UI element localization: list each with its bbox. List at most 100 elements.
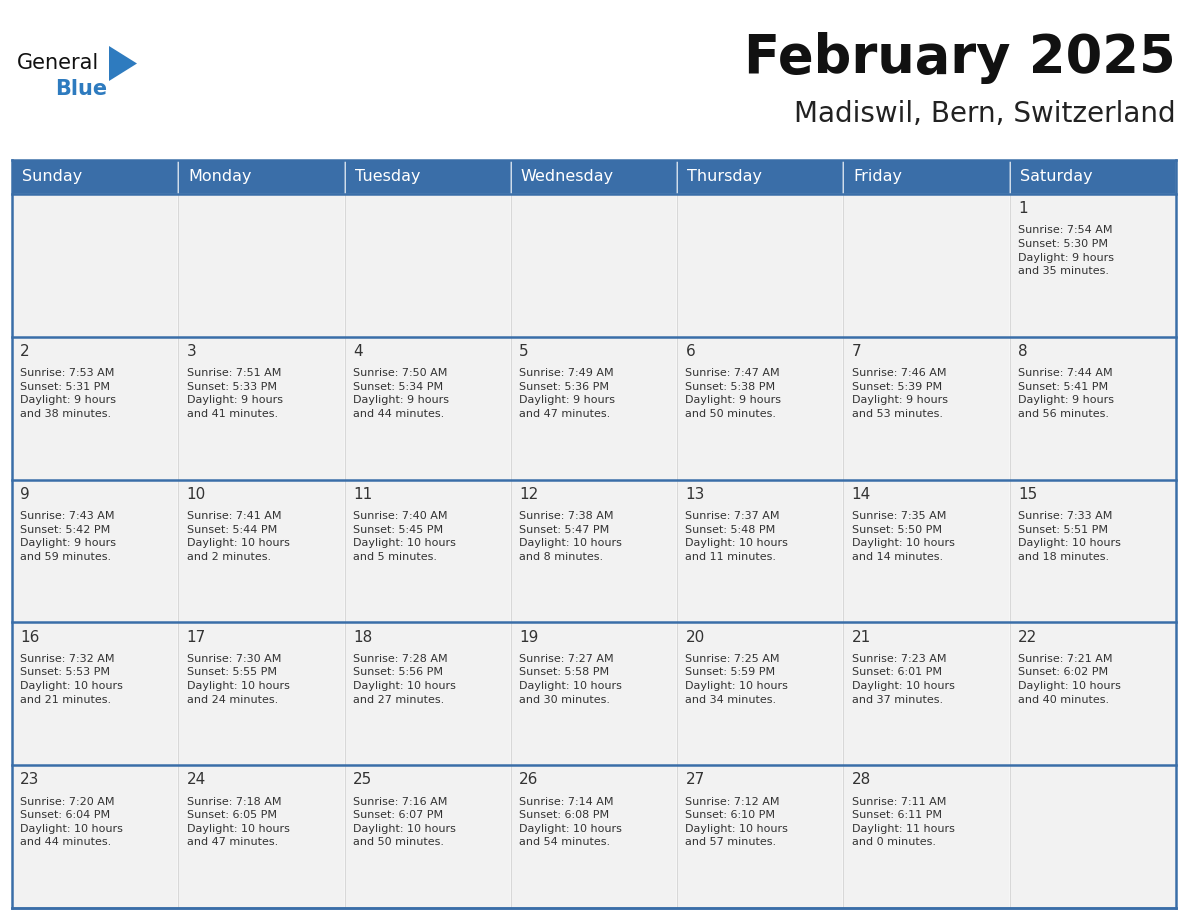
Bar bbox=[511, 194, 677, 337]
Polygon shape bbox=[109, 46, 137, 81]
Text: Sunrise: 7:11 AM
Sunset: 6:11 PM
Daylight: 11 hours
and 0 minutes.: Sunrise: 7:11 AM Sunset: 6:11 PM Dayligh… bbox=[852, 797, 955, 847]
Text: Friday: Friday bbox=[853, 170, 903, 185]
Text: 10: 10 bbox=[187, 487, 206, 502]
Bar bbox=[677, 194, 843, 337]
Text: Sunrise: 7:44 AM
Sunset: 5:41 PM
Daylight: 9 hours
and 56 minutes.: Sunrise: 7:44 AM Sunset: 5:41 PM Dayligh… bbox=[1018, 368, 1114, 419]
Bar bbox=[178, 337, 345, 479]
Bar bbox=[345, 479, 511, 622]
Text: Sunrise: 7:23 AM
Sunset: 6:01 PM
Daylight: 10 hours
and 37 minutes.: Sunrise: 7:23 AM Sunset: 6:01 PM Dayligh… bbox=[852, 654, 955, 705]
Text: 22: 22 bbox=[1018, 630, 1037, 644]
Text: Sunrise: 7:27 AM
Sunset: 5:58 PM
Daylight: 10 hours
and 30 minutes.: Sunrise: 7:27 AM Sunset: 5:58 PM Dayligh… bbox=[519, 654, 623, 705]
Bar bbox=[345, 337, 511, 479]
Text: Blue: Blue bbox=[55, 79, 107, 99]
Text: 16: 16 bbox=[20, 630, 39, 644]
Bar bbox=[178, 766, 345, 908]
Text: 25: 25 bbox=[353, 772, 372, 788]
Text: Sunrise: 7:53 AM
Sunset: 5:31 PM
Daylight: 9 hours
and 38 minutes.: Sunrise: 7:53 AM Sunset: 5:31 PM Dayligh… bbox=[20, 368, 116, 419]
Bar bbox=[511, 766, 677, 908]
Text: 11: 11 bbox=[353, 487, 372, 502]
Text: 9: 9 bbox=[20, 487, 30, 502]
Text: 18: 18 bbox=[353, 630, 372, 644]
Text: 12: 12 bbox=[519, 487, 538, 502]
Bar bbox=[677, 766, 843, 908]
Text: Sunrise: 7:35 AM
Sunset: 5:50 PM
Daylight: 10 hours
and 14 minutes.: Sunrise: 7:35 AM Sunset: 5:50 PM Dayligh… bbox=[852, 511, 955, 562]
Bar bbox=[345, 622, 511, 766]
Text: Sunrise: 7:28 AM
Sunset: 5:56 PM
Daylight: 10 hours
and 27 minutes.: Sunrise: 7:28 AM Sunset: 5:56 PM Dayligh… bbox=[353, 654, 456, 705]
Text: 4: 4 bbox=[353, 344, 362, 359]
Bar bbox=[511, 160, 677, 194]
Bar bbox=[843, 622, 1010, 766]
Bar bbox=[511, 337, 677, 479]
Text: Sunrise: 7:37 AM
Sunset: 5:48 PM
Daylight: 10 hours
and 11 minutes.: Sunrise: 7:37 AM Sunset: 5:48 PM Dayligh… bbox=[685, 511, 789, 562]
Text: 14: 14 bbox=[852, 487, 871, 502]
Text: February 2025: February 2025 bbox=[745, 32, 1176, 84]
Text: Sunrise: 7:41 AM
Sunset: 5:44 PM
Daylight: 10 hours
and 2 minutes.: Sunrise: 7:41 AM Sunset: 5:44 PM Dayligh… bbox=[187, 511, 290, 562]
Text: Sunrise: 7:51 AM
Sunset: 5:33 PM
Daylight: 9 hours
and 41 minutes.: Sunrise: 7:51 AM Sunset: 5:33 PM Dayligh… bbox=[187, 368, 283, 419]
Bar bbox=[677, 160, 843, 194]
Text: 3: 3 bbox=[187, 344, 196, 359]
Text: 6: 6 bbox=[685, 344, 695, 359]
Bar bbox=[178, 479, 345, 622]
Text: Sunrise: 7:25 AM
Sunset: 5:59 PM
Daylight: 10 hours
and 34 minutes.: Sunrise: 7:25 AM Sunset: 5:59 PM Dayligh… bbox=[685, 654, 789, 705]
Text: 19: 19 bbox=[519, 630, 538, 644]
Bar bbox=[843, 337, 1010, 479]
Text: 21: 21 bbox=[852, 630, 871, 644]
Text: 23: 23 bbox=[20, 772, 39, 788]
Text: 7: 7 bbox=[852, 344, 861, 359]
Bar bbox=[345, 194, 511, 337]
Text: Sunrise: 7:18 AM
Sunset: 6:05 PM
Daylight: 10 hours
and 47 minutes.: Sunrise: 7:18 AM Sunset: 6:05 PM Dayligh… bbox=[187, 797, 290, 847]
Text: Sunday: Sunday bbox=[21, 170, 82, 185]
Bar bbox=[12, 337, 178, 479]
Text: 13: 13 bbox=[685, 487, 704, 502]
Bar bbox=[178, 622, 345, 766]
Text: Monday: Monday bbox=[188, 170, 252, 185]
Text: Sunrise: 7:38 AM
Sunset: 5:47 PM
Daylight: 10 hours
and 8 minutes.: Sunrise: 7:38 AM Sunset: 5:47 PM Dayligh… bbox=[519, 511, 623, 562]
Text: Sunrise: 7:16 AM
Sunset: 6:07 PM
Daylight: 10 hours
and 50 minutes.: Sunrise: 7:16 AM Sunset: 6:07 PM Dayligh… bbox=[353, 797, 456, 847]
Bar bbox=[1010, 479, 1176, 622]
Bar bbox=[843, 766, 1010, 908]
Text: Sunrise: 7:32 AM
Sunset: 5:53 PM
Daylight: 10 hours
and 21 minutes.: Sunrise: 7:32 AM Sunset: 5:53 PM Dayligh… bbox=[20, 654, 124, 705]
Bar bbox=[843, 479, 1010, 622]
Text: Sunrise: 7:50 AM
Sunset: 5:34 PM
Daylight: 9 hours
and 44 minutes.: Sunrise: 7:50 AM Sunset: 5:34 PM Dayligh… bbox=[353, 368, 449, 419]
Bar bbox=[1010, 622, 1176, 766]
Bar bbox=[1010, 160, 1176, 194]
Text: Sunrise: 7:43 AM
Sunset: 5:42 PM
Daylight: 9 hours
and 59 minutes.: Sunrise: 7:43 AM Sunset: 5:42 PM Dayligh… bbox=[20, 511, 116, 562]
Text: Sunrise: 7:46 AM
Sunset: 5:39 PM
Daylight: 9 hours
and 53 minutes.: Sunrise: 7:46 AM Sunset: 5:39 PM Dayligh… bbox=[852, 368, 948, 419]
Bar bbox=[677, 337, 843, 479]
Bar bbox=[677, 622, 843, 766]
Text: Saturday: Saturday bbox=[1019, 170, 1092, 185]
Text: Sunrise: 7:54 AM
Sunset: 5:30 PM
Daylight: 9 hours
and 35 minutes.: Sunrise: 7:54 AM Sunset: 5:30 PM Dayligh… bbox=[1018, 226, 1114, 276]
Text: Sunrise: 7:33 AM
Sunset: 5:51 PM
Daylight: 10 hours
and 18 minutes.: Sunrise: 7:33 AM Sunset: 5:51 PM Dayligh… bbox=[1018, 511, 1121, 562]
Bar bbox=[345, 766, 511, 908]
Bar bbox=[511, 622, 677, 766]
Text: Sunrise: 7:14 AM
Sunset: 6:08 PM
Daylight: 10 hours
and 54 minutes.: Sunrise: 7:14 AM Sunset: 6:08 PM Dayligh… bbox=[519, 797, 623, 847]
Text: 2: 2 bbox=[20, 344, 30, 359]
Text: Sunrise: 7:30 AM
Sunset: 5:55 PM
Daylight: 10 hours
and 24 minutes.: Sunrise: 7:30 AM Sunset: 5:55 PM Dayligh… bbox=[187, 654, 290, 705]
Text: 27: 27 bbox=[685, 772, 704, 788]
Text: 1: 1 bbox=[1018, 201, 1028, 216]
Text: 5: 5 bbox=[519, 344, 529, 359]
Text: Thursday: Thursday bbox=[687, 170, 763, 185]
Text: 20: 20 bbox=[685, 630, 704, 644]
Bar bbox=[12, 766, 178, 908]
Text: Tuesday: Tuesday bbox=[354, 170, 421, 185]
Text: Sunrise: 7:20 AM
Sunset: 6:04 PM
Daylight: 10 hours
and 44 minutes.: Sunrise: 7:20 AM Sunset: 6:04 PM Dayligh… bbox=[20, 797, 124, 847]
Bar bbox=[843, 194, 1010, 337]
Bar bbox=[12, 160, 178, 194]
Text: Sunrise: 7:40 AM
Sunset: 5:45 PM
Daylight: 10 hours
and 5 minutes.: Sunrise: 7:40 AM Sunset: 5:45 PM Dayligh… bbox=[353, 511, 456, 562]
Bar bbox=[1010, 766, 1176, 908]
Text: Wednesday: Wednesday bbox=[520, 170, 614, 185]
Bar bbox=[12, 194, 178, 337]
Bar bbox=[677, 479, 843, 622]
Text: Madiswil, Bern, Switzerland: Madiswil, Bern, Switzerland bbox=[795, 100, 1176, 128]
Bar bbox=[178, 160, 345, 194]
Bar bbox=[345, 160, 511, 194]
Text: 28: 28 bbox=[852, 772, 871, 788]
Text: General: General bbox=[17, 53, 100, 73]
Bar bbox=[1010, 194, 1176, 337]
Text: 8: 8 bbox=[1018, 344, 1028, 359]
Bar bbox=[12, 622, 178, 766]
Bar bbox=[511, 479, 677, 622]
Text: Sunrise: 7:21 AM
Sunset: 6:02 PM
Daylight: 10 hours
and 40 minutes.: Sunrise: 7:21 AM Sunset: 6:02 PM Dayligh… bbox=[1018, 654, 1121, 705]
Bar bbox=[12, 479, 178, 622]
